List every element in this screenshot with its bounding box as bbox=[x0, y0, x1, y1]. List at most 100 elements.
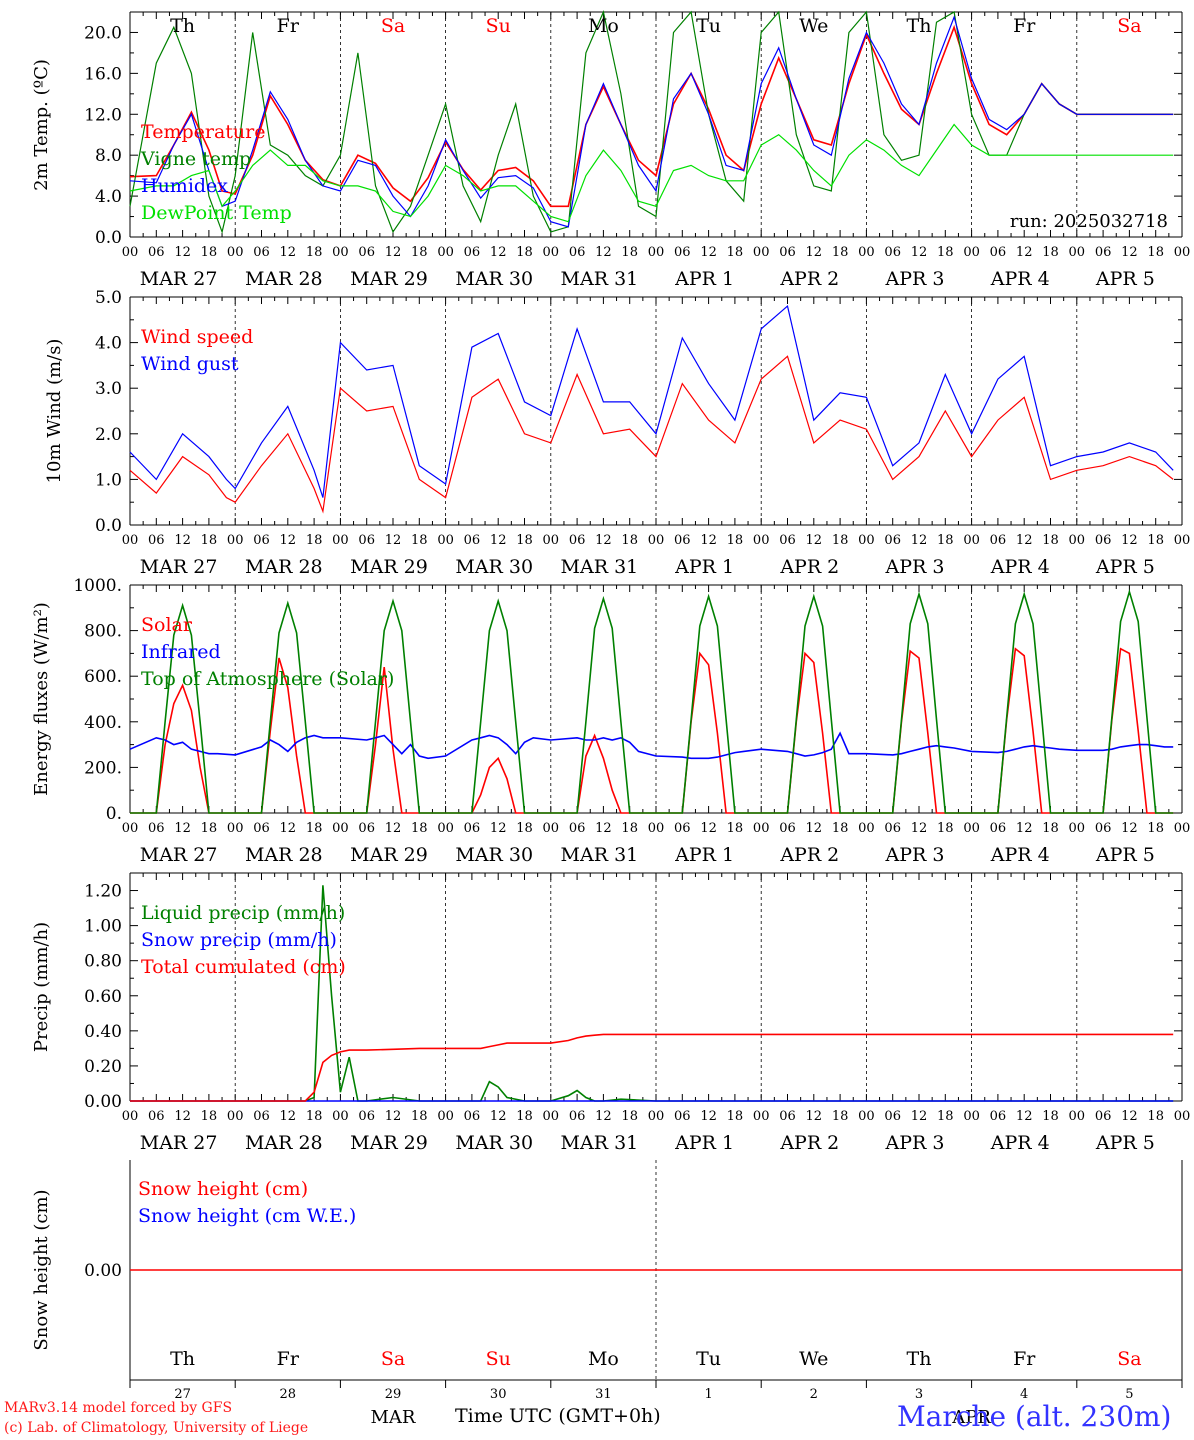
hour-tick-label: 00 bbox=[227, 533, 244, 548]
y-tick-label: 200. bbox=[84, 758, 122, 778]
hour-tick-label: 18 bbox=[306, 533, 323, 548]
weekday-label: We bbox=[799, 15, 828, 37]
hour-tick-label: 06 bbox=[884, 245, 901, 260]
hour-tick-label: 12 bbox=[700, 245, 717, 260]
y-axis-title: Energy fluxes (W/m²) bbox=[31, 602, 52, 796]
y-tick-label: 16.0 bbox=[84, 64, 122, 84]
hour-tick-label: 06 bbox=[569, 245, 586, 260]
date-label: APR 1 bbox=[674, 844, 734, 866]
hour-tick-label: 06 bbox=[779, 533, 796, 548]
hour-tick-label: 12 bbox=[280, 1109, 297, 1124]
date-label: APR 3 bbox=[885, 268, 945, 290]
hour-tick-label: 06 bbox=[990, 533, 1007, 548]
date-label: MAR 28 bbox=[245, 268, 323, 290]
hour-tick-label: 06 bbox=[464, 533, 481, 548]
weekday-label: Mo bbox=[588, 1348, 619, 1370]
hour-tick-label: 18 bbox=[727, 533, 744, 548]
hour-tick-label: 00 bbox=[122, 533, 139, 548]
hour-tick-label: 18 bbox=[1147, 245, 1164, 260]
hour-tick-label: 12 bbox=[806, 245, 823, 260]
hour-tick-label: 18 bbox=[727, 821, 744, 836]
hour-tick-label: 00 bbox=[437, 1109, 454, 1124]
hour-tick-label: 00 bbox=[122, 245, 139, 260]
hour-tick-label: 12 bbox=[595, 821, 612, 836]
legend-entry: Solar bbox=[141, 614, 193, 636]
hour-tick-label: 18 bbox=[832, 1109, 849, 1124]
hour-tick-label: 06 bbox=[253, 533, 270, 548]
time-axis-title: Time UTC (GMT+0h) bbox=[455, 1405, 661, 1427]
hour-tick-label: 18 bbox=[411, 533, 428, 548]
hour-tick-label: 12 bbox=[1016, 821, 1033, 836]
hour-tick-label: 00 bbox=[858, 533, 875, 548]
hour-tick-label: 12 bbox=[1016, 533, 1033, 548]
hour-tick-label: 00 bbox=[963, 1109, 980, 1124]
hour-tick-label: 06 bbox=[1095, 245, 1112, 260]
date-label: MAR 31 bbox=[561, 844, 639, 866]
hour-tick-label: 00 bbox=[543, 1109, 560, 1124]
month-label: MAR bbox=[371, 1407, 416, 1428]
date-label: MAR 28 bbox=[245, 844, 323, 866]
hour-tick-label: 00 bbox=[963, 533, 980, 548]
hour-tick-label: 12 bbox=[1121, 533, 1138, 548]
hour-tick-label: 12 bbox=[385, 1109, 402, 1124]
hour-tick-label: 00 bbox=[963, 821, 980, 836]
hour-tick-label: 12 bbox=[1016, 1109, 1033, 1124]
y-tick-label: 0.0 bbox=[95, 228, 122, 248]
date-label: APR 5 bbox=[1095, 556, 1155, 578]
date-label: APR 4 bbox=[990, 1132, 1050, 1154]
y-axis-title: Precip (mm/h) bbox=[31, 922, 52, 1052]
y-tick-label: 0.40 bbox=[84, 1022, 122, 1042]
day-number-label: 2 bbox=[810, 1387, 818, 1402]
hour-tick-label: 12 bbox=[385, 245, 402, 260]
y-tick-label: 400. bbox=[84, 713, 122, 733]
hour-tick-label: 06 bbox=[358, 1109, 375, 1124]
hour-tick-label: 18 bbox=[1042, 245, 1059, 260]
hour-tick-label: 06 bbox=[884, 533, 901, 548]
date-label: MAR 29 bbox=[350, 268, 428, 290]
date-label: APR 1 bbox=[674, 268, 734, 290]
hour-tick-label: 06 bbox=[674, 821, 691, 836]
hour-tick-label: 00 bbox=[1069, 533, 1086, 548]
date-label: APR 5 bbox=[1095, 844, 1155, 866]
day-number-label: 4 bbox=[1020, 1387, 1028, 1402]
hour-tick-label: 00 bbox=[753, 1109, 770, 1124]
hour-tick-label: 00 bbox=[543, 245, 560, 260]
hour-tick-label: 18 bbox=[727, 1109, 744, 1124]
hour-tick-label: 12 bbox=[700, 821, 717, 836]
hour-tick-label: 18 bbox=[306, 1109, 323, 1124]
hour-tick-label: 00 bbox=[122, 821, 139, 836]
hour-tick-label: 12 bbox=[911, 1109, 928, 1124]
hour-tick-label: 06 bbox=[674, 1109, 691, 1124]
hour-tick-label: 12 bbox=[911, 821, 928, 836]
hour-tick-label: 12 bbox=[1121, 245, 1138, 260]
weekday-label: Tu bbox=[696, 15, 721, 37]
date-label: MAR 29 bbox=[350, 556, 428, 578]
hour-tick-label: 00 bbox=[1174, 821, 1191, 836]
day-number-label: 5 bbox=[1125, 1387, 1133, 1402]
day-number-label: 28 bbox=[280, 1387, 297, 1402]
date-label: MAR 28 bbox=[245, 556, 323, 578]
hour-tick-label: 18 bbox=[1042, 533, 1059, 548]
weekday-label: Sa bbox=[1117, 1348, 1141, 1370]
date-label: APR 4 bbox=[990, 844, 1050, 866]
hour-tick-label: 12 bbox=[911, 245, 928, 260]
date-label: APR 4 bbox=[990, 268, 1050, 290]
hour-tick-label: 00 bbox=[543, 821, 560, 836]
hour-tick-label: 00 bbox=[1069, 245, 1086, 260]
date-label: APR 3 bbox=[885, 1132, 945, 1154]
weekday-label: Th bbox=[170, 15, 195, 37]
hour-tick-label: 06 bbox=[569, 821, 586, 836]
y-axis-title: 2m Temp. (ºC) bbox=[31, 59, 52, 191]
hour-tick-label: 12 bbox=[806, 1109, 823, 1124]
weekday-label: Sa bbox=[1117, 15, 1141, 37]
hour-tick-label: 00 bbox=[437, 821, 454, 836]
date-label: MAR 30 bbox=[455, 268, 533, 290]
hour-tick-label: 12 bbox=[174, 1109, 191, 1124]
date-label: APR 2 bbox=[779, 1132, 839, 1154]
date-label: APR 4 bbox=[990, 556, 1050, 578]
day-number-label: 30 bbox=[490, 1387, 507, 1402]
hour-tick-label: 12 bbox=[490, 533, 507, 548]
hour-tick-label: 18 bbox=[727, 245, 744, 260]
hour-tick-label: 18 bbox=[411, 1109, 428, 1124]
